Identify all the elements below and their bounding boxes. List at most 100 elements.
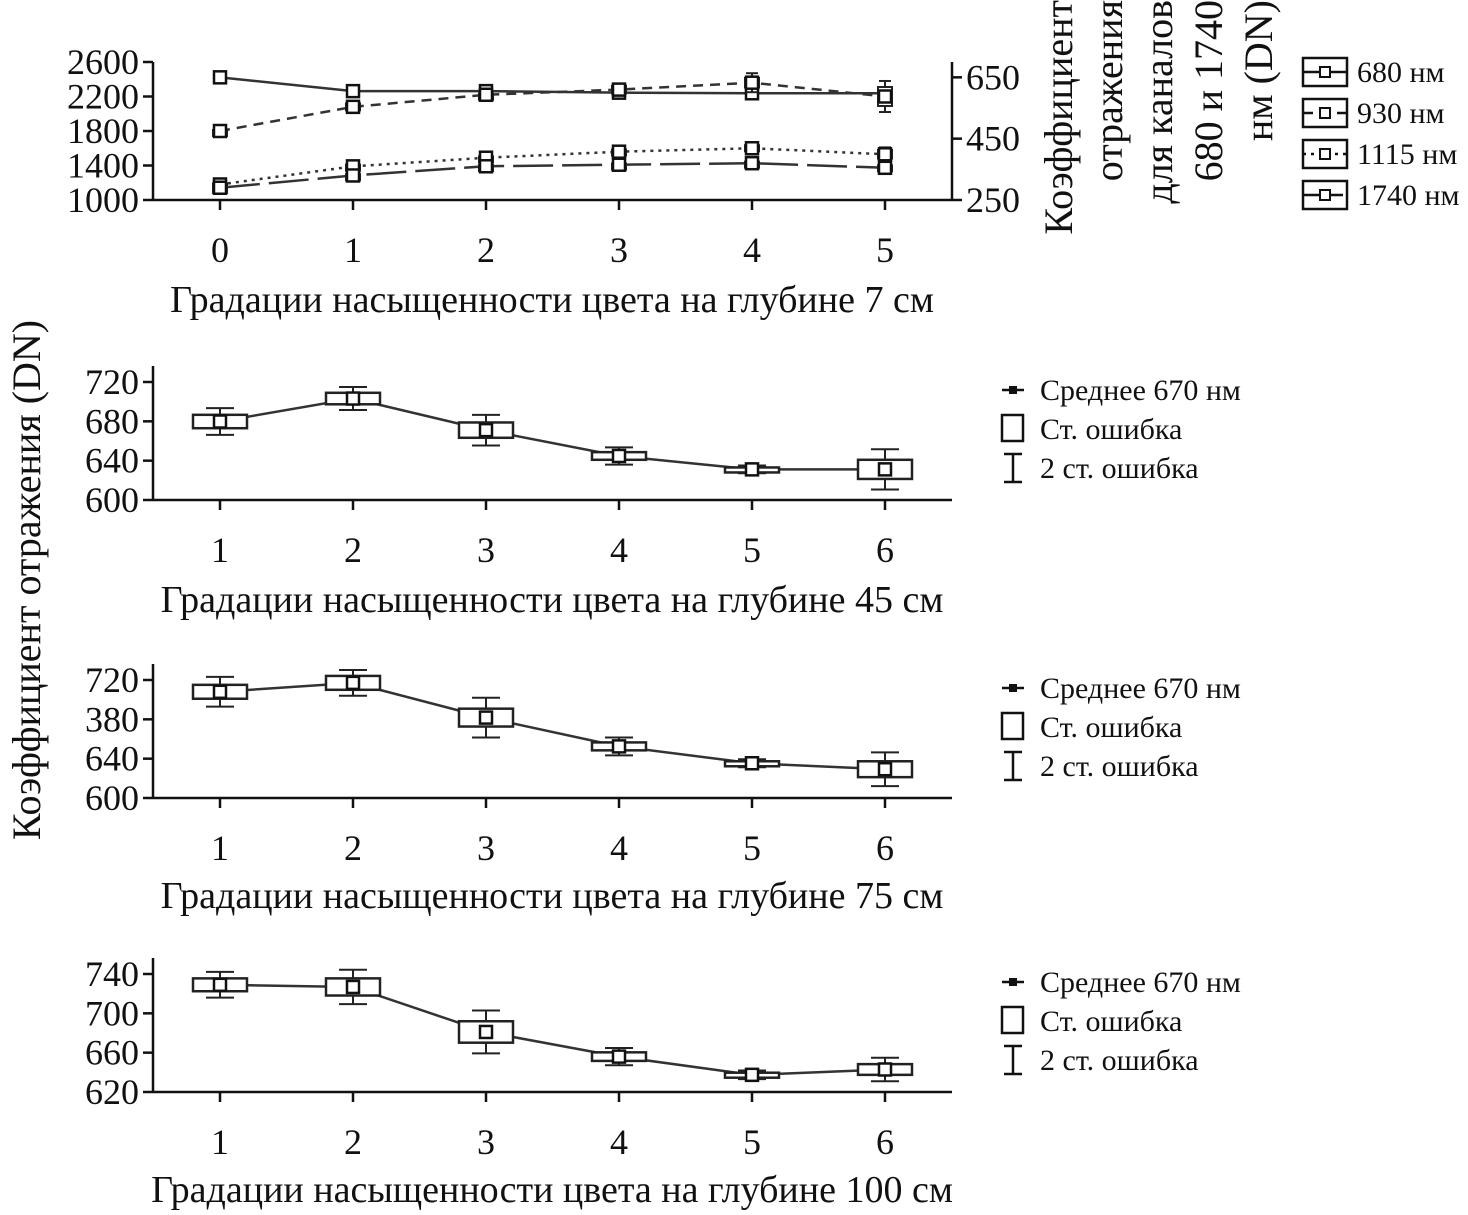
- legend-mean-marker: [1009, 684, 1017, 692]
- x-tick-label: 3: [477, 530, 495, 570]
- mean-marker: [744, 462, 760, 477]
- mean-marker: [212, 684, 228, 700]
- y2-axis-label-line: 680 и 1740: [1186, 0, 1231, 181]
- y-tick-label: 1400: [67, 146, 139, 186]
- legend-se-label: Ст. ошибка: [1040, 711, 1182, 744]
- y-tick-label: 720: [85, 362, 139, 402]
- mean-marker: [744, 756, 760, 771]
- y-tick-label: 600: [85, 778, 139, 818]
- x-tick-label: 1: [211, 1122, 229, 1162]
- legend-mean-label: Среднее 670 нм: [1040, 966, 1241, 999]
- x-tick-label: 2: [344, 828, 362, 868]
- data-point: [877, 89, 893, 104]
- mean-marker: [611, 448, 627, 464]
- data-point: [478, 159, 494, 174]
- x-tick-label: 3: [610, 230, 628, 270]
- y2-tick-label: 250: [966, 180, 1020, 220]
- x-tick-label: 1: [344, 230, 362, 270]
- legend-2se: 2 ст. ошибка: [1004, 1044, 1199, 1077]
- series-line: [219, 161, 886, 189]
- y-tick-label: 600: [85, 480, 139, 520]
- box-4: [590, 1047, 648, 1067]
- data-point: [611, 82, 627, 97]
- legend-label: 1115 нм: [1357, 138, 1457, 171]
- legend-se-label: Ст. ошибка: [1040, 413, 1182, 446]
- mean-marker: [345, 675, 361, 691]
- series-line: [219, 81, 886, 133]
- y-tick-label: 660: [85, 1033, 139, 1073]
- legend-mean-label: Среднее 670 нм: [1040, 672, 1241, 705]
- mean-line: [219, 681, 886, 771]
- x-axis-label: Градации насыщенности цвета на глубине 7…: [170, 279, 934, 321]
- box-2: [324, 386, 382, 412]
- data-point: [212, 180, 228, 195]
- y-tick-label: 1800: [67, 111, 139, 151]
- x-tick-label: 2: [344, 530, 362, 570]
- x-axis-label: Градации насыщенности цвета на глубине 1…: [151, 1169, 953, 1211]
- mean-marker: [611, 739, 627, 754]
- x-tick-label: 5: [743, 530, 761, 570]
- data-point: [212, 123, 228, 139]
- legend-marker: [1319, 66, 1331, 78]
- x-tick-label: 4: [610, 1122, 628, 1162]
- series-3: [212, 155, 893, 195]
- legend-item-2: 1115 нм: [1301, 138, 1457, 171]
- data-point: [877, 147, 893, 162]
- y-tick-label: 2200: [67, 77, 139, 117]
- x-tick-label: 6: [876, 1122, 894, 1162]
- data-point: [212, 70, 228, 85]
- x-tick-label: 0: [211, 230, 229, 270]
- box-6: [856, 1056, 914, 1083]
- legend-mean: Среднее 670 нм: [1002, 966, 1241, 999]
- box-6: [856, 751, 914, 788]
- y2-tick-label: 650: [966, 57, 1020, 97]
- mean-marker: [345, 979, 361, 995]
- legend-2se: 2 ст. ошибка: [1004, 750, 1199, 783]
- legend-se-label: Ст. ошибка: [1040, 1005, 1182, 1038]
- data-point: [744, 141, 760, 156]
- x-tick-label: 6: [876, 530, 894, 570]
- y2-axis-label-line: нм (DN): [1236, 0, 1281, 141]
- legend-se: Ст. ошибка: [1000, 413, 1182, 446]
- legend-2se: 2 ст. ошибка: [1004, 452, 1199, 485]
- x-axis-label: Градации насыщенности цвета на глубине 7…: [161, 875, 944, 917]
- shared-y-axis-label: Коэффициент отражения (DN): [4, 320, 49, 840]
- y-tick-label: 680: [85, 401, 139, 441]
- y-tick-label: 640: [85, 441, 139, 481]
- legend-marker: [1319, 148, 1331, 160]
- x-axis-label: Градации насыщенности цвета на глубине 4…: [161, 579, 944, 621]
- box-5: [723, 756, 781, 771]
- legend-mean: Среднее 670 нм: [1002, 672, 1241, 705]
- legend-mean-label: Среднее 670 нм: [1040, 374, 1241, 407]
- box-1: [191, 407, 249, 436]
- mean-marker: [478, 1024, 494, 1040]
- legend-mean-marker: [1009, 978, 1017, 986]
- legend-se: Ст. ошибка: [1000, 711, 1182, 744]
- mean-marker: [611, 1049, 627, 1064]
- legend-label: 930 нм: [1357, 97, 1445, 130]
- mean-line: [219, 397, 885, 471]
- x-tick-label: 1: [211, 530, 229, 570]
- mean-marker: [478, 710, 494, 725]
- legend-se-box: [1000, 1005, 1025, 1035]
- data-point: [744, 75, 760, 90]
- box-3: [457, 413, 515, 447]
- box-1: [191, 675, 249, 708]
- data-point: [345, 168, 361, 183]
- box-5: [723, 1067, 781, 1083]
- legend-marker: [1319, 189, 1331, 201]
- x-tick-label: 4: [743, 230, 761, 270]
- legend-se: Ст. ошибка: [1000, 1005, 1182, 1038]
- box-3: [457, 696, 515, 739]
- y-tick-label: 2600: [67, 42, 139, 82]
- mean-marker: [478, 422, 494, 438]
- legend-se-box: [1000, 413, 1025, 443]
- legend-2se-label: 2 ст. ошибка: [1040, 452, 1199, 485]
- data-point: [345, 83, 361, 99]
- y2-axis-label-line: Коэффициент: [1036, 0, 1081, 235]
